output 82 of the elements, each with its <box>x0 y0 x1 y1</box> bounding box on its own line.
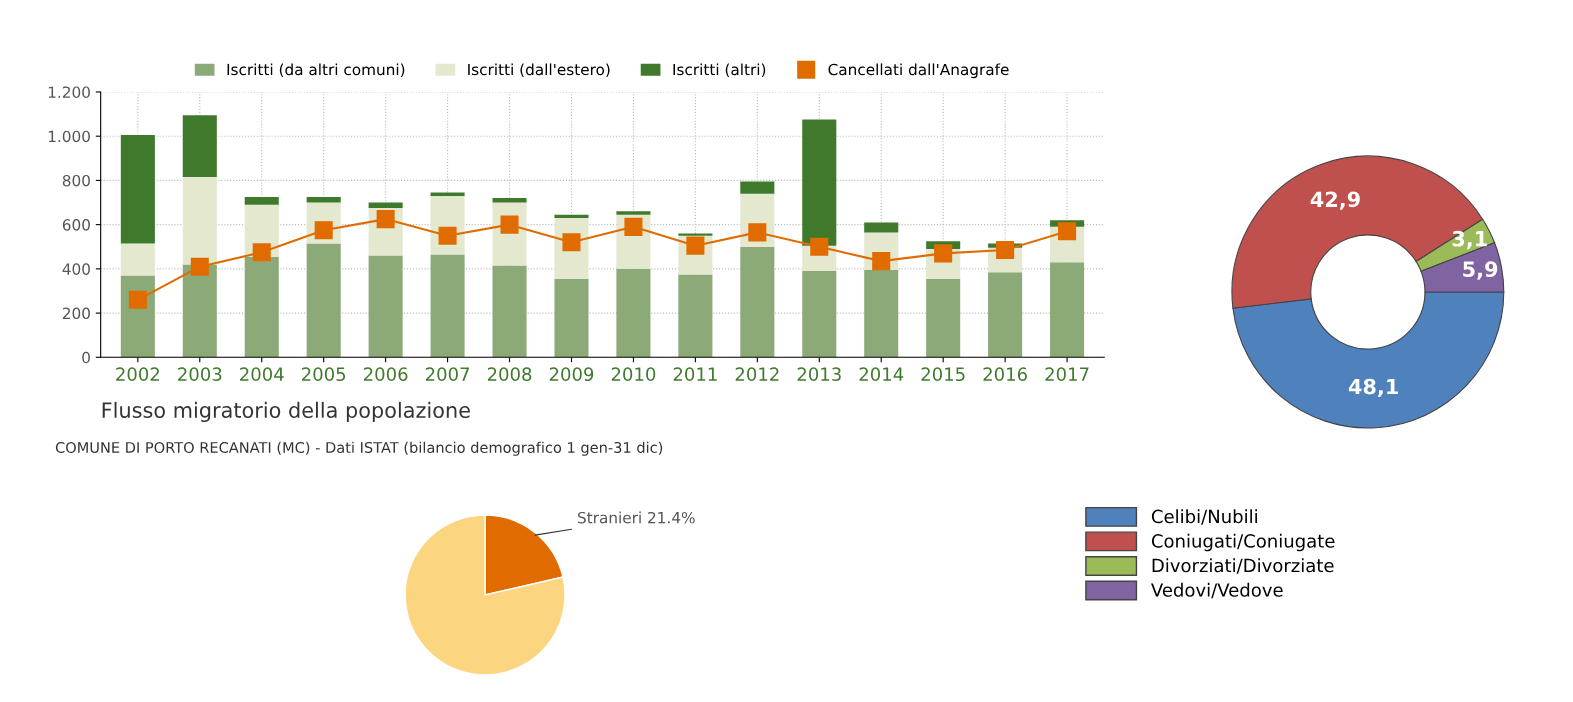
bar <box>864 269 899 358</box>
text: COMUNE DI PORTO RECANATI (MC) - Dati ISTAT (bilancio demografico 1 gen-31 dic) <box>55 441 663 456</box>
bar <box>244 256 279 358</box>
bar <box>988 272 1023 358</box>
legend-label: Iscritti (altri) <box>673 63 766 78</box>
bar <box>244 197 279 205</box>
data-label: 48,1 <box>1348 378 1398 398</box>
x-tick-label: 2002 <box>116 367 160 382</box>
bar <box>492 198 527 203</box>
bar <box>740 181 775 194</box>
bar <box>182 177 217 265</box>
data-label: 42,9 <box>1310 191 1360 210</box>
bar <box>430 254 465 358</box>
bar <box>554 214 589 219</box>
bar <box>368 255 403 358</box>
bar <box>802 271 837 358</box>
bar <box>306 243 341 358</box>
point <box>996 241 1015 260</box>
x-tick-label: 2006 <box>363 367 408 382</box>
bar <box>430 192 465 196</box>
bar <box>926 278 961 358</box>
text: Flusso migratorio della popolazione <box>102 401 470 423</box>
bar <box>802 119 837 246</box>
x-tick-label: 2017 <box>1045 367 1089 382</box>
legend-label: Coniugati/Coniugate <box>1151 533 1335 552</box>
legend-label: Divorziati/Divorziate <box>1152 558 1334 574</box>
bar <box>368 202 403 209</box>
y-tick-label: 1.000 <box>48 130 90 143</box>
point <box>872 252 891 271</box>
point <box>376 210 395 229</box>
y-tick-label: 600 <box>62 219 90 231</box>
bar <box>492 265 527 358</box>
bar <box>864 222 899 233</box>
point <box>190 257 209 276</box>
y-tick-label: 400 <box>62 263 90 275</box>
bar <box>616 268 651 358</box>
bar <box>678 233 713 236</box>
x-tick-label: 2015 <box>921 367 965 382</box>
bar <box>678 274 713 358</box>
x-tick-label: 2010 <box>611 367 656 382</box>
point <box>810 237 829 256</box>
point <box>252 243 271 262</box>
legend-label: Celibi/Nubili <box>1151 509 1257 525</box>
y-tick-label: 1.200 <box>48 86 90 98</box>
y-tick-label: 800 <box>62 174 90 187</box>
point <box>686 236 705 255</box>
x-tick-label: 2013 <box>797 367 841 382</box>
x-tick-label: 2016 <box>983 367 1027 382</box>
x-tick-label: 2008 <box>487 367 532 382</box>
point <box>934 244 953 263</box>
y-tick-label: 200 <box>62 307 90 320</box>
slice-label: Stranieri 21.4% <box>578 511 695 524</box>
data-label: 3,1 <box>1452 230 1487 250</box>
pie-slice <box>404 514 566 676</box>
bar <box>120 135 155 244</box>
bar <box>306 197 341 203</box>
legend-label: Iscritti (dall'estero) <box>468 63 610 78</box>
x-tick-label: 2009 <box>549 367 594 382</box>
bar <box>740 246 775 358</box>
bar <box>120 243 155 276</box>
x-tick-label: 2011 <box>673 367 717 382</box>
y-tick-label: 0 <box>82 351 90 364</box>
bar <box>1050 262 1085 358</box>
x-tick-label: 2003 <box>178 367 222 382</box>
bar <box>182 264 217 358</box>
point <box>748 223 767 242</box>
legend-label: Iscritti (da altri comuni) <box>227 63 405 78</box>
point <box>624 217 643 236</box>
legend-label: Vedovi/Vedove <box>1151 582 1283 599</box>
point <box>1058 222 1077 241</box>
data-label: 5,9 <box>1463 261 1498 280</box>
bar <box>554 278 589 358</box>
x-tick-label: 2004 <box>240 367 284 382</box>
x-tick-label: 2005 <box>302 367 346 382</box>
x-tick-label: 2007 <box>425 367 470 382</box>
bar <box>182 115 217 178</box>
x-tick-label: 2014 <box>859 367 904 382</box>
legend-label: Cancellati dall'Anagrafe <box>828 63 1009 79</box>
point <box>438 226 457 245</box>
bar <box>616 211 651 215</box>
x-tick-label: 2012 <box>735 367 779 382</box>
point <box>128 290 147 309</box>
